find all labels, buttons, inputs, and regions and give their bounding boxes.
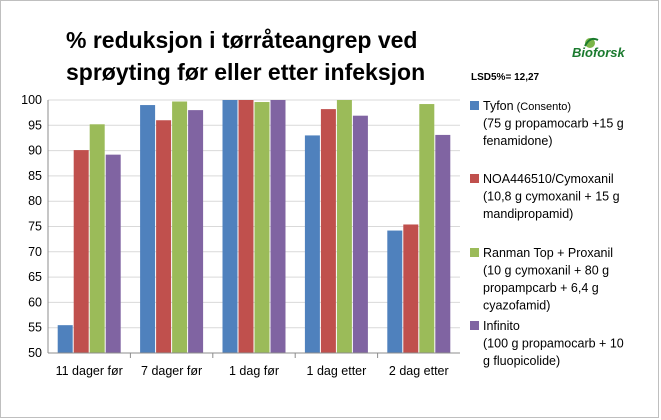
legend-series-detail: (10 g cymoxanil + 80 g — [483, 264, 609, 278]
legend-swatch — [470, 248, 479, 257]
legend-series-name-sub: (Consento) — [514, 101, 571, 113]
y-axis-ticks: 50 55 60 65 70 75 80 85 90 95 100 — [21, 93, 42, 360]
legend-swatch — [470, 101, 479, 110]
bar — [140, 105, 156, 353]
x-category-label: 11 dager før — [56, 364, 123, 378]
legend-series-detail: mandipropamid) — [483, 207, 573, 221]
bar — [403, 224, 419, 353]
y-tick-label: 85 — [28, 169, 42, 183]
legend-swatch — [470, 321, 479, 330]
logo-swoosh-icon — [584, 37, 599, 47]
y-tick-label: 80 — [28, 194, 42, 208]
chart-title-line-2: sprøyting før eller etter infeksjon — [66, 59, 425, 85]
bar — [73, 150, 89, 353]
bar — [172, 101, 188, 353]
bar — [270, 100, 286, 353]
bar — [387, 230, 403, 353]
legend-series-name: Infinito — [483, 319, 520, 333]
legend-series-detail: (100 g propamocarb + 10 — [483, 337, 624, 351]
x-category-label: 1 dag etter — [307, 364, 367, 378]
bar — [304, 135, 320, 353]
bioforsk-logo: Bioforsk — [572, 37, 626, 60]
bar — [435, 134, 451, 353]
bar — [57, 325, 73, 353]
legend-series-detail: (75 g propamocarb +15 g — [483, 117, 624, 131]
logo-text: Bioforsk — [572, 45, 626, 60]
legend-series-detail: cyazofamid) — [483, 299, 550, 313]
bar — [89, 124, 105, 354]
y-tick-label: 60 — [28, 295, 42, 309]
bar — [419, 104, 435, 353]
y-tick-label: 50 — [28, 346, 42, 360]
legend: Tyfon (Consento) (75 g propamocarb +15 g f… — [470, 99, 624, 368]
legend-series-detail: (10,8 g cymoxanil + 15 g — [483, 190, 620, 204]
axes — [47, 100, 460, 358]
y-tick-label: 75 — [28, 220, 42, 234]
legend-series-name: NOA446510/Cymoxanil — [483, 172, 614, 186]
bars — [57, 100, 451, 354]
y-tick-label: 55 — [28, 321, 42, 335]
y-tick-label: 90 — [28, 144, 42, 158]
legend-series-detail: fenamidone) — [483, 134, 553, 148]
y-tick-label: 65 — [28, 270, 42, 284]
legend-series-detail: g fluopicolide) — [483, 354, 560, 368]
legend-series-detail: propampcarb + 6,4 g — [483, 281, 599, 295]
bar — [222, 100, 238, 353]
bar — [254, 102, 270, 353]
legend-swatch — [470, 174, 479, 183]
y-tick-label: 95 — [28, 118, 42, 132]
legend-series-name: Ranman Top + Proxanil — [483, 246, 613, 260]
bar — [320, 109, 336, 353]
x-axis-categories: 11 dager før 7 dager før 1 dag før 1 dag et… — [56, 364, 449, 378]
bar — [238, 100, 254, 353]
bar — [336, 100, 352, 353]
bar — [188, 110, 204, 354]
logo-leaf-icon — [585, 38, 595, 48]
x-category-label: 2 dag etter — [389, 364, 449, 378]
x-category-label: 7 dager før — [141, 364, 202, 378]
bar — [156, 120, 172, 354]
x-category-label: 1 dag før — [229, 364, 279, 378]
y-tick-label: 100 — [21, 93, 42, 107]
bar — [105, 154, 121, 353]
y-tick-label: 70 — [28, 245, 42, 259]
legend-series-name: Tyfon (Consento) — [483, 99, 571, 113]
chart-title-line-1: % reduksjon i tørråteangrep ved — [66, 27, 417, 53]
lsd-label: LSD5%= 12,27 — [471, 72, 540, 83]
bar — [352, 115, 368, 353]
